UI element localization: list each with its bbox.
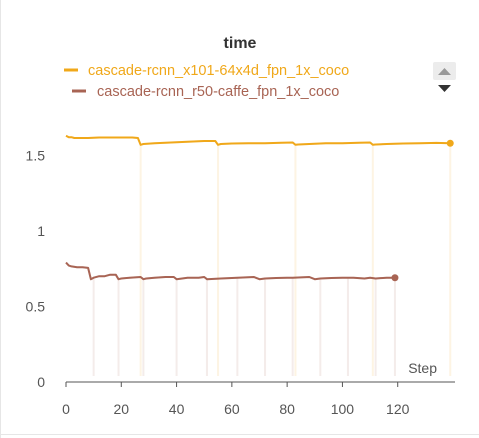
panel-left-border [0,0,1,438]
raw-series-layer [65,134,452,376]
x-tick-label: 120 [386,401,410,417]
x-tick-label: 100 [331,401,355,417]
legend-entry-label: cascade-rcnn_x101-64x4d_fpn_1x_coco [88,63,349,79]
x-tick-label: 20 [113,401,129,417]
series-end-point [391,274,399,282]
chart-title: time [224,35,257,52]
x-tick-label: 40 [169,401,185,417]
y-tick-label: 0.5 [26,298,46,314]
chevron-up-icon [438,68,451,75]
axes: 0 20 40 60 80 100 120 0 0.5 1 1.5 [26,147,455,417]
series-line [65,261,395,281]
y-tick-label: 1 [37,223,45,239]
series-end-point [446,139,454,147]
y-tick-label: 1.5 [26,147,46,163]
x-tick-label: 80 [279,401,295,417]
x-tick-label: 0 [62,401,70,417]
chevron-down-icon [438,85,451,92]
series-line [65,134,451,146]
smoothed-series-layer [65,134,454,282]
legend-scroll [433,62,456,98]
y-tick-label: 0 [37,374,45,390]
legend-entry-label: cascade-rcnn_r50-caffe_fpn_1x_coco [97,84,339,100]
x-axis-label: Step [408,360,437,376]
legend: cascade-rcnn_x101-64x4d_fpn_1x_cococasca… [64,63,349,100]
x-tick-label: 60 [224,401,240,417]
panel-bottom-border [0,434,479,435]
